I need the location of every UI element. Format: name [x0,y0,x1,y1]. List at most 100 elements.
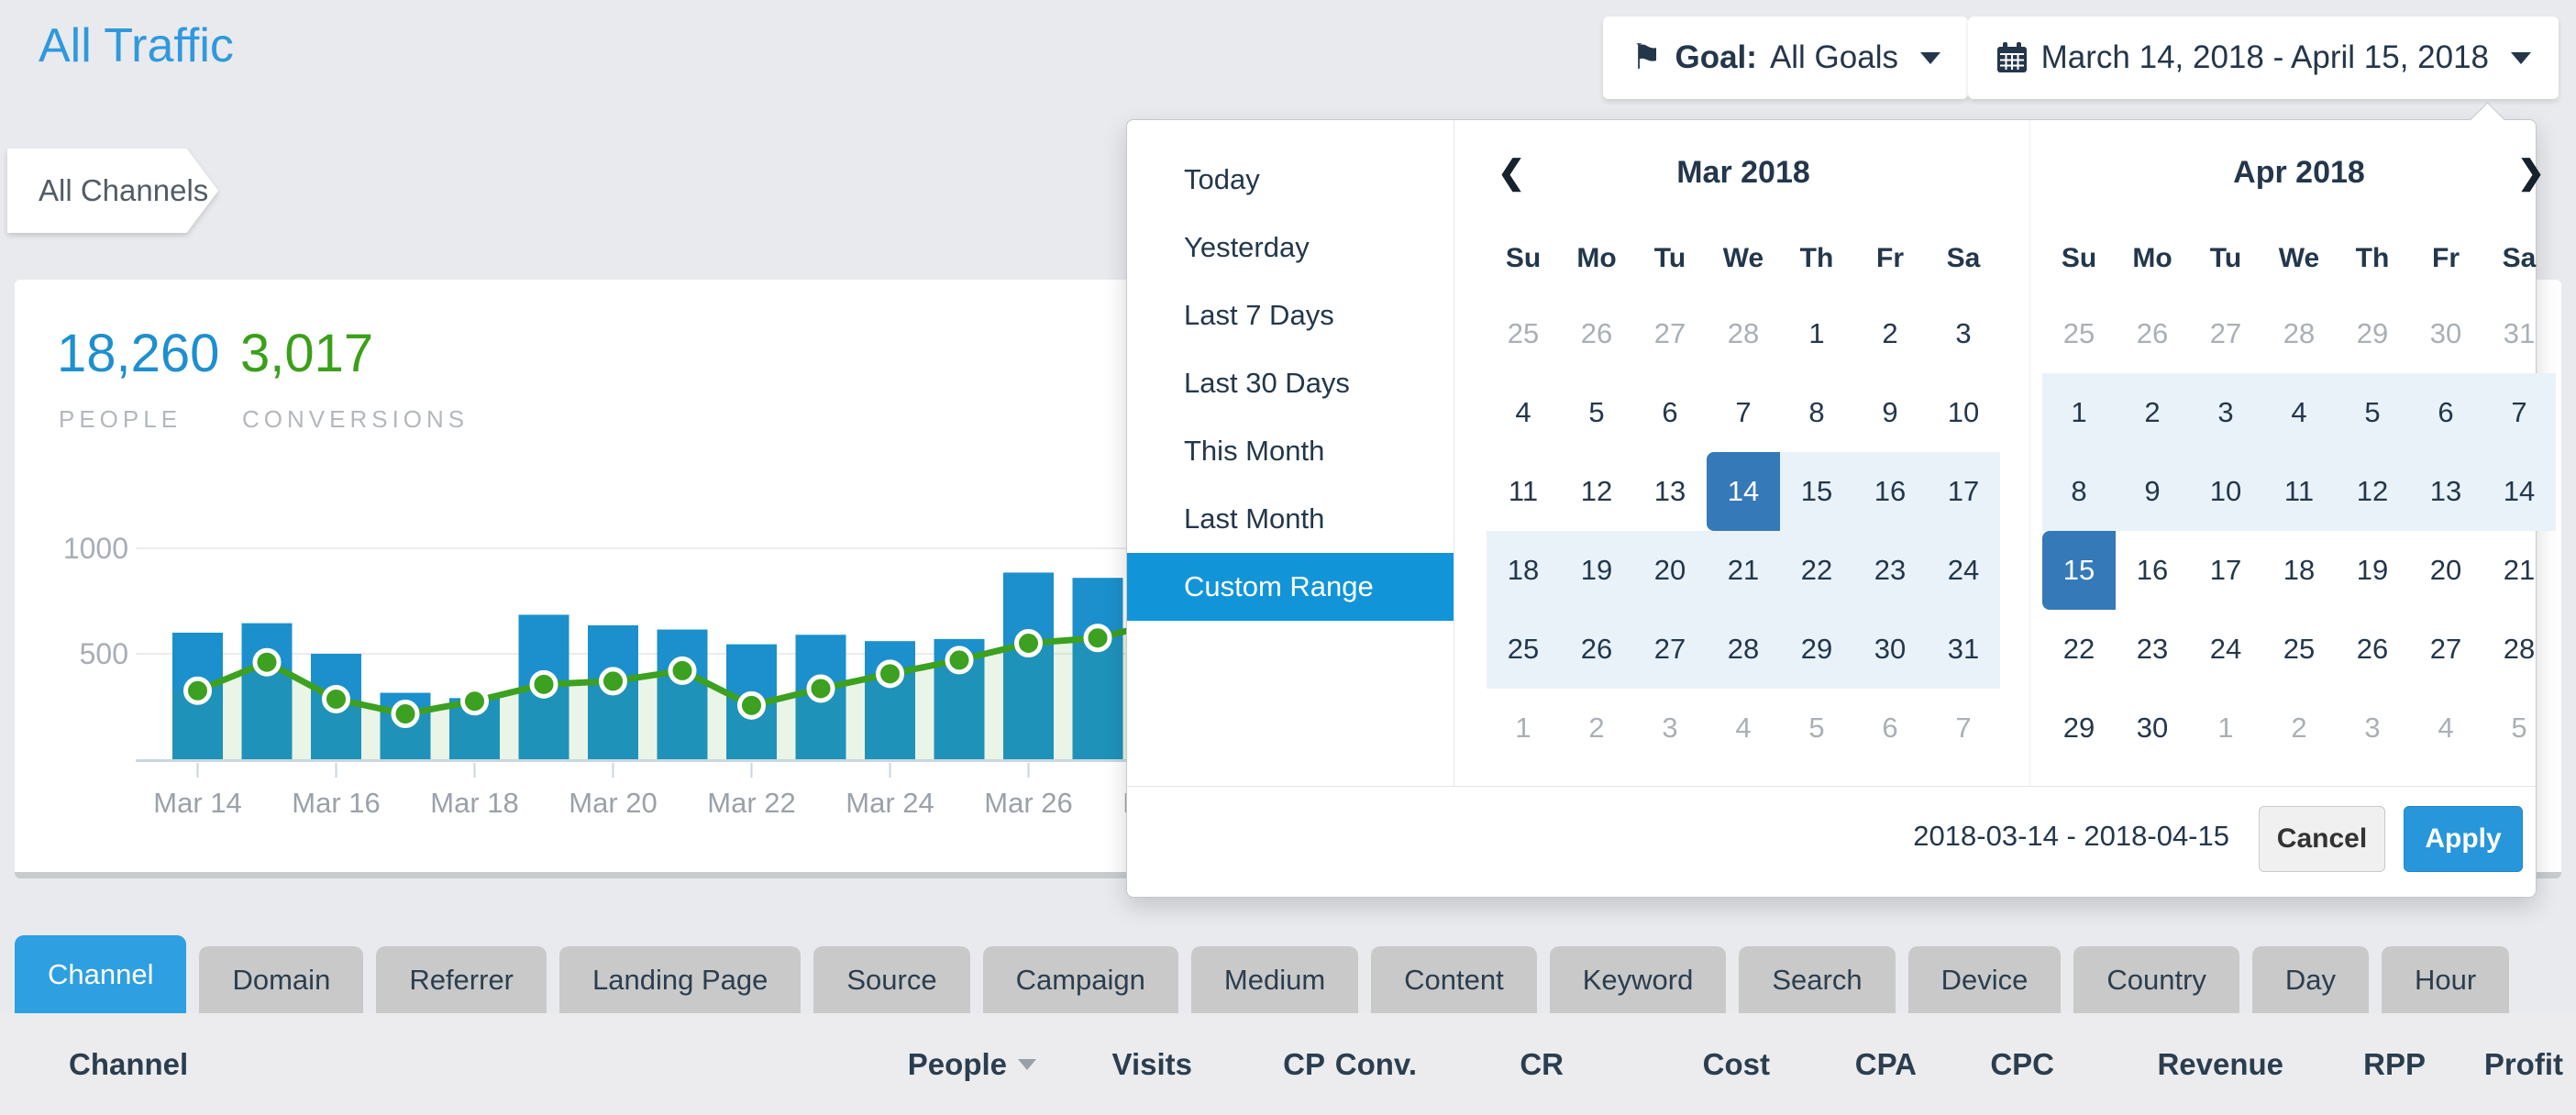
report-tab[interactable]: Channel [15,935,187,1013]
line-marker[interactable] [529,669,558,699]
calendar-day[interactable]: 6 [2409,373,2482,452]
calendar-day[interactable]: 25 [1487,610,1560,689]
preset-item[interactable]: Last Month [1184,502,1325,535]
preset-item[interactable]: Today [1184,163,1260,195]
calendar-day[interactable]: 11 [1508,475,1539,507]
calendar-day[interactable]: 14 [2482,452,2556,531]
col-revenue[interactable]: Revenue [2157,1046,2283,1081]
calendar-day[interactable]: 3 [1662,712,1678,744]
calendar-day[interactable]: 10 [1947,396,1980,428]
calendar-day[interactable]: 17 [2209,554,2242,586]
calendar-day[interactable]: 29 [2062,712,2095,744]
calendar-day[interactable]: 6 [1662,396,1678,428]
calendar-day[interactable]: 3 [1955,317,1972,349]
calendar-day[interactable]: 20 [2429,554,2462,586]
calendar-day[interactable]: 28 [1727,317,1760,349]
calendar-day[interactable]: 1 [1515,712,1531,744]
calendar-day[interactable]: 28 [1707,610,1780,689]
calendar-day[interactable]: 24 [1927,531,2000,610]
report-tab[interactable]: Day [2251,946,2370,1013]
calendar-day[interactable]: 28 [2503,633,2536,665]
calendar-day[interactable]: 12 [1580,475,1613,507]
calendar-day[interactable]: 27 [2429,633,2462,665]
calendar-day[interactable]: 13 [2409,452,2482,531]
line-marker[interactable] [391,700,420,729]
bar[interactable] [241,623,293,759]
line-marker[interactable] [1083,624,1112,653]
report-tab[interactable]: Campaign [982,946,1178,1013]
calendar-day[interactable]: 31 [2503,317,2536,349]
calendar-day[interactable]: 8 [1808,396,1825,428]
calendar-day[interactable]: 22 [2062,633,2095,665]
calendar-day[interactable]: 5 [2336,373,2409,452]
col-conv[interactable]: Conv. [1334,1046,1417,1081]
calendar-day[interactable]: 4 [2262,373,2336,452]
col-people[interactable]: People [908,1013,1036,1115]
calendar-day[interactable]: 23 [2136,633,2169,665]
calendar-day[interactable]: 25 [2283,633,2316,665]
preset-item[interactable]: Custom Range [1127,553,1454,621]
calendar-day[interactable]: 2 [2116,373,2189,452]
report-tab[interactable]: Search [1739,946,1896,1013]
calendar-day[interactable]: 26 [1580,317,1613,349]
calendar-day[interactable]: 31 [1927,610,2000,689]
calendar-day[interactable]: 7 [1735,396,1752,428]
col-cpa[interactable]: CPA [1854,1046,1917,1081]
cancel-button[interactable]: Cancel [2259,806,2385,872]
line-marker[interactable] [876,659,904,689]
report-tab[interactable]: Device [1907,946,2062,1013]
calendar-day[interactable]: 12 [2336,452,2409,531]
line-marker[interactable] [460,687,489,716]
calendar-day[interactable]: 30 [2136,712,2169,744]
calendar-day[interactable]: 28 [2283,317,2316,349]
calendar-day[interactable]: 2 [1588,712,1605,744]
calendar-day[interactable]: 14 [1707,452,1780,531]
col-cost[interactable]: Cost [1702,1046,1770,1081]
calendar-day[interactable]: 29 [2356,317,2389,349]
calendar-day[interactable]: 16 [1853,452,1927,531]
col-visits[interactable]: Visits [1111,1046,1192,1081]
calendar-day[interactable]: 13 [1653,475,1686,507]
calendar-day[interactable]: 15 [2042,531,2116,610]
line-marker[interactable] [737,690,766,720]
calendar-day[interactable]: 5 [1808,712,1825,744]
report-tab[interactable]: Landing Page [559,946,802,1013]
preset-item[interactable]: Last 30 Days [1184,367,1350,399]
calendar-day[interactable]: 19 [2356,554,2389,586]
calendar-day[interactable]: 3 [2364,712,2381,744]
report-tab[interactable]: Referrer [376,946,547,1013]
preset-item[interactable]: Last 7 Days [1184,299,1334,331]
calendar-day[interactable]: 16 [2136,554,2169,586]
preset-item[interactable]: Yesterday [1184,231,1310,263]
col-cp[interactable]: CP [1283,1046,1325,1081]
calendar-day[interactable]: 26 [2136,317,2169,349]
calendar-day[interactable]: 5 [2511,712,2527,744]
calendar-day[interactable]: 29 [1780,610,1853,689]
preset-item[interactable]: This Month [1184,435,1325,467]
calendar-day[interactable]: 24 [2209,633,2242,665]
calendar-day[interactable]: 10 [2189,452,2262,531]
calendar-day[interactable]: 26 [2356,633,2389,665]
breadcrumb-all-channels[interactable]: All Channels [7,149,218,233]
calendar-day[interactable]: 27 [2209,317,2242,349]
calendar-day[interactable]: 27 [1633,610,1707,689]
calendar-day[interactable]: 4 [1515,396,1531,428]
calendar-day[interactable]: 20 [1633,531,1707,610]
calendar-day[interactable]: 4 [1735,712,1752,744]
calendar-day[interactable]: 25 [2062,317,2095,349]
line-marker[interactable] [322,684,350,713]
calendar-day[interactable]: 30 [1853,610,1927,689]
col-rpp[interactable]: RPP [2363,1046,2426,1081]
line-marker[interactable] [806,674,835,703]
calendar-day[interactable]: 2 [2291,712,2307,744]
calendar-day[interactable]: 11 [2262,452,2336,531]
report-tab[interactable]: Country [2073,946,2239,1013]
calendar-day[interactable]: 27 [1653,317,1686,349]
line-marker[interactable] [252,647,282,677]
report-tab[interactable]: Medium [1190,946,1359,1013]
calendar-day[interactable]: 7 [1955,712,1972,744]
line-marker[interactable] [1014,629,1043,657]
calendar-day[interactable]: 25 [1507,317,1540,349]
calendar-day[interactable]: 23 [1853,531,1927,610]
line-marker[interactable] [183,676,212,705]
